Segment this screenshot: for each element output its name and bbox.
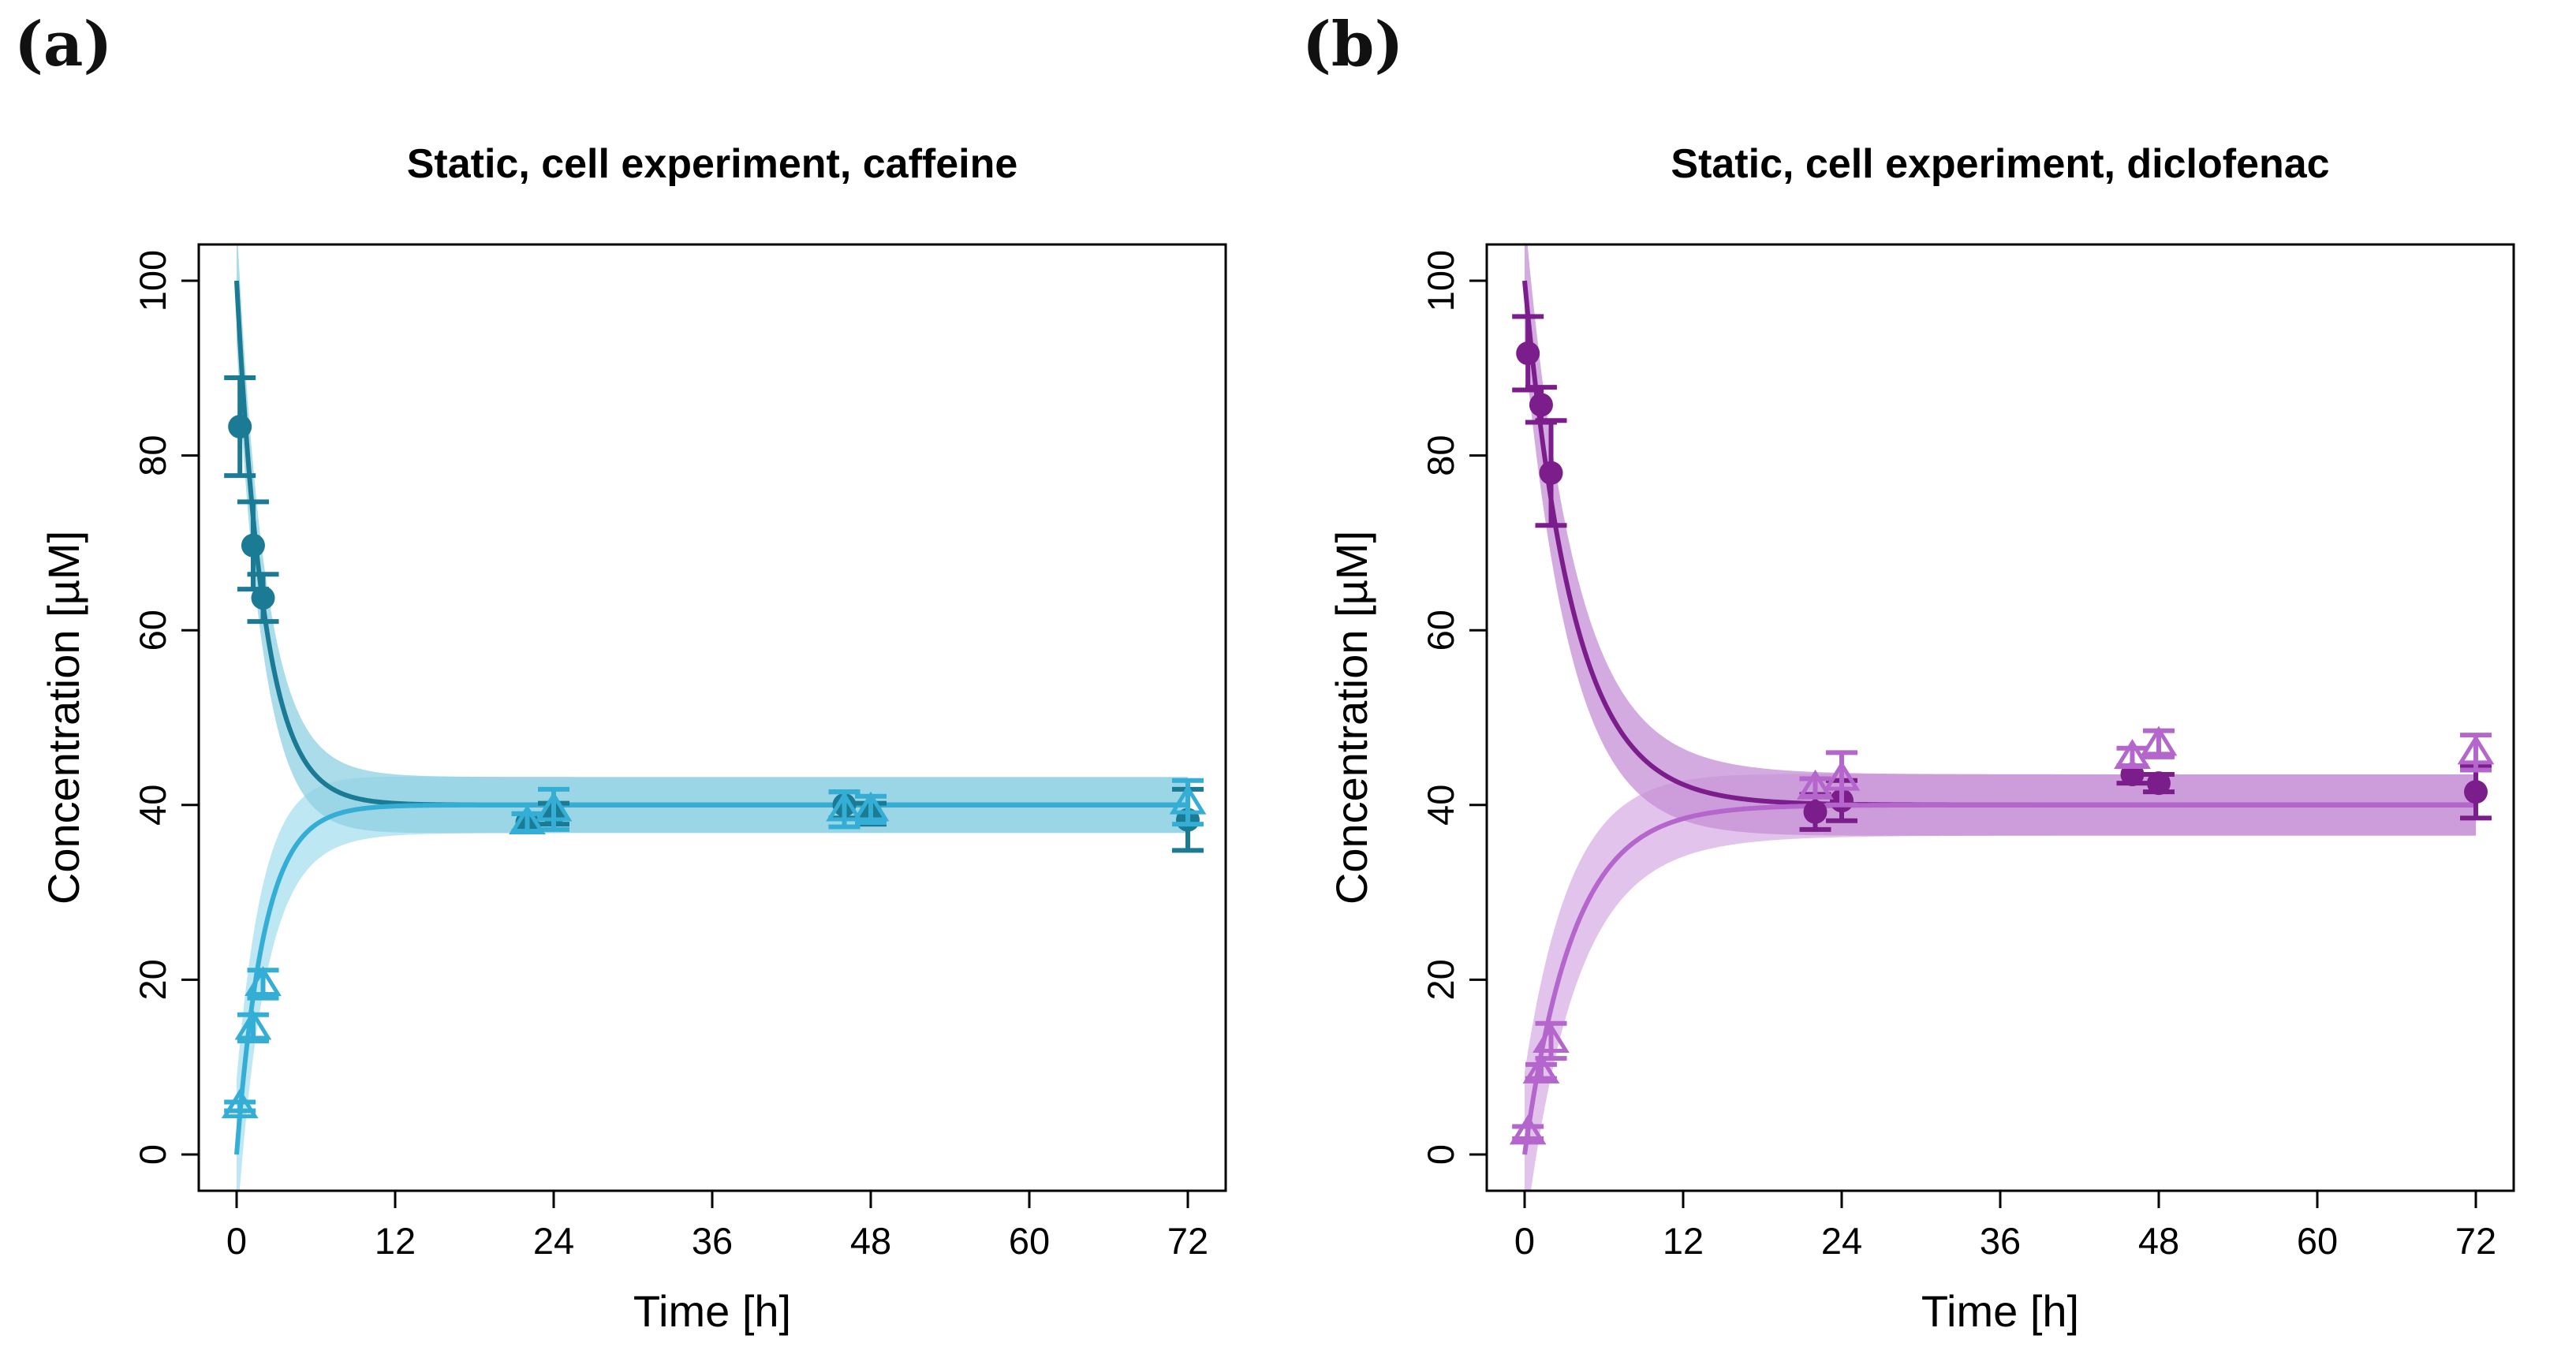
x-tick-label: 24 (533, 1220, 574, 1262)
data-point-triangle (234, 1009, 272, 1040)
plot-area (1522, 244, 2476, 1191)
data-point-circle (1529, 393, 1553, 417)
data-point-triangle (852, 791, 890, 822)
chart-svg-a: Static, cell experiment, caffeine 0 12 24 36… (39, 141, 1227, 1336)
x-axis: 0 12 24 36 48 60 72 (1514, 1191, 2496, 1262)
x-tick-label: 60 (1009, 1220, 1050, 1262)
chart-title: Static, cell experiment, diclofenac (1671, 141, 2329, 187)
x-axis-label: Time [h] (633, 1286, 791, 1336)
x-tick-label: 12 (1663, 1220, 1704, 1262)
data-point-circle (1539, 461, 1563, 485)
model-curve-compartment2 (234, 802, 1188, 1155)
y-tick-label: 20 (1420, 959, 1462, 1000)
x-tick-label: 24 (1821, 1220, 1862, 1262)
data-point-circle (2464, 780, 2488, 804)
y-tick-label: 60 (1420, 610, 1462, 651)
data-point-triangle (221, 1088, 259, 1119)
y-axis-label: Concentration [µM] (1327, 531, 1376, 905)
data-point-circle (241, 533, 265, 558)
x-axis: 0 12 24 36 48 60 72 (226, 1191, 1208, 1262)
data-point-triangle (509, 804, 546, 835)
y-tick-label: 60 (132, 610, 174, 651)
x-tick-label: 48 (2138, 1220, 2179, 1262)
uncertainty-band-compartment1 (1525, 244, 2476, 836)
model-curve-compartment1 (1522, 280, 2476, 808)
y-tick-label: 20 (132, 959, 174, 1000)
y-tick-label: 100 (132, 250, 174, 311)
data-point-triangle (1823, 760, 1861, 791)
y-axis: 0 20 40 60 80 100 (1420, 250, 1487, 1165)
data-point-circle (251, 586, 275, 610)
y-tick-label: 40 (1420, 785, 1462, 826)
data-point-triangle (1522, 1053, 1560, 1084)
uncertainty-band-compartment1 (237, 244, 1188, 834)
data-point-triangle (2457, 734, 2495, 765)
model-curve-compartment1 (234, 280, 1188, 808)
data-point-circle (1516, 341, 1540, 365)
x-tick-label: 60 (2297, 1220, 2338, 1262)
x-axis-label: Time [h] (1921, 1286, 2079, 1336)
x-tick-label: 36 (1980, 1220, 2021, 1262)
plot-frame (197, 243, 1227, 1192)
chart-panel-b: (b) Static, cell experiment, diclofenac 0… (1288, 0, 2576, 1354)
y-axis-label: Concentration [µM] (39, 531, 88, 905)
y-axis: 0 20 40 60 80 100 (132, 250, 199, 1165)
data-point-triangle (1169, 784, 1207, 815)
panel-label-a: (a) (14, 9, 113, 80)
x-tick-label: 72 (1167, 1220, 1208, 1262)
y-tick-label: 80 (1420, 435, 1462, 476)
data-point-triangle (2114, 739, 2151, 769)
y-tick-label: 80 (132, 435, 174, 476)
x-tick-label: 72 (2455, 1220, 2496, 1262)
uncertainty-band-compartment2 (237, 776, 1188, 1191)
x-tick-label: 36 (692, 1220, 733, 1262)
x-tick-label: 0 (226, 1220, 247, 1262)
chart-svg-b: Static, cell experiment, diclofenac 0 12 24… (1327, 141, 2515, 1336)
data-point-triangle (535, 791, 573, 822)
data-point-triangle (1533, 1023, 1570, 1054)
x-tick-label: 12 (375, 1220, 416, 1262)
chart-panel-a: (a) Static, cell experiment, caffeine 0 12… (14, 9, 1227, 1336)
data-point-triangle (2140, 725, 2178, 756)
y-tick-label: 0 (1420, 1144, 1462, 1165)
y-tick-label: 0 (132, 1144, 174, 1165)
y-tick-label: 100 (1420, 250, 1462, 311)
plot-area (234, 244, 1188, 1191)
error-bar (1525, 1061, 1557, 1081)
data-point-circle (228, 415, 252, 439)
data-point-triangle (1797, 769, 1834, 800)
panel-label-b: (b) (1302, 9, 1404, 80)
x-tick-label: 0 (1514, 1220, 1535, 1262)
chart-title: Static, cell experiment, caffeine (407, 141, 1018, 187)
y-tick-label: 40 (132, 785, 174, 826)
data-point-circle (2147, 771, 2171, 796)
x-tick-label: 48 (850, 1220, 891, 1262)
uncertainty-band-compartment2 (1525, 774, 2476, 1191)
data-point-triangle (826, 791, 863, 822)
data-point-circle (1803, 800, 1827, 824)
data-point-triangle (245, 966, 282, 997)
data-point-triangle (1509, 1114, 1547, 1145)
